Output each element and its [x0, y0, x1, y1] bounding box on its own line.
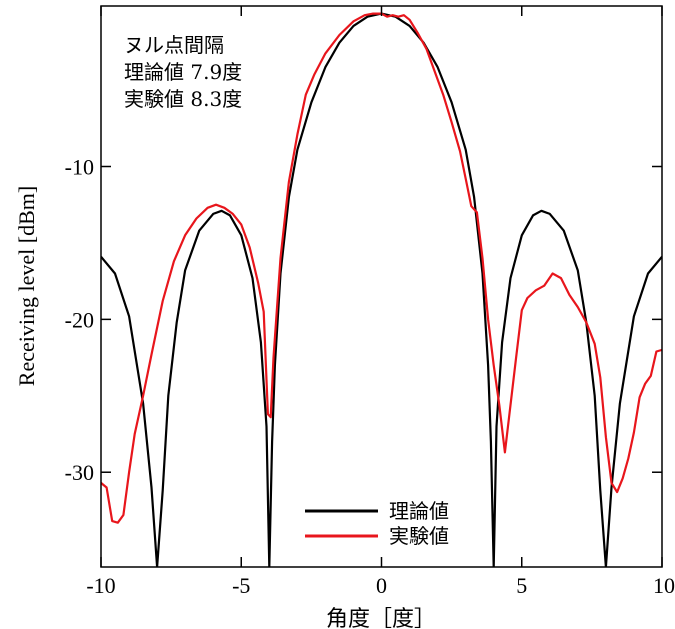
y-tick-label: -20: [65, 307, 94, 332]
x-tick-label: -10: [86, 573, 115, 598]
legend-label-experiment: 実験値: [389, 524, 449, 548]
x-axis-title: 角度［度］: [326, 606, 436, 629]
x-tick-label: 0: [376, 573, 387, 598]
x-tick-label: 5: [516, 573, 527, 598]
legend: 理論値 実験値: [305, 499, 449, 548]
x-tick-label: -5: [232, 573, 250, 598]
series-line-experiment: [101, 12, 662, 524]
plot-area: [101, 6, 662, 567]
annotation-line-2: 理論値 7.9度: [124, 60, 242, 84]
x-tick-label: 10: [653, 573, 675, 598]
tick-layer: -10 -5 0 5 10 -10 -20 -30: [65, 6, 675, 598]
annotation-line-3: 実験値 8.3度: [124, 87, 242, 111]
y-tick-label: -10: [65, 155, 94, 180]
annotation-line-1: ヌル点間隔: [124, 33, 224, 57]
y-axis-title: Receiving level [dBm]: [14, 186, 39, 386]
annotation: ヌル点間隔 理論値 7.9度 実験値 8.3度: [124, 33, 242, 111]
y-tick-label: -30: [65, 460, 94, 485]
legend-label-theory: 理論値: [389, 499, 449, 523]
